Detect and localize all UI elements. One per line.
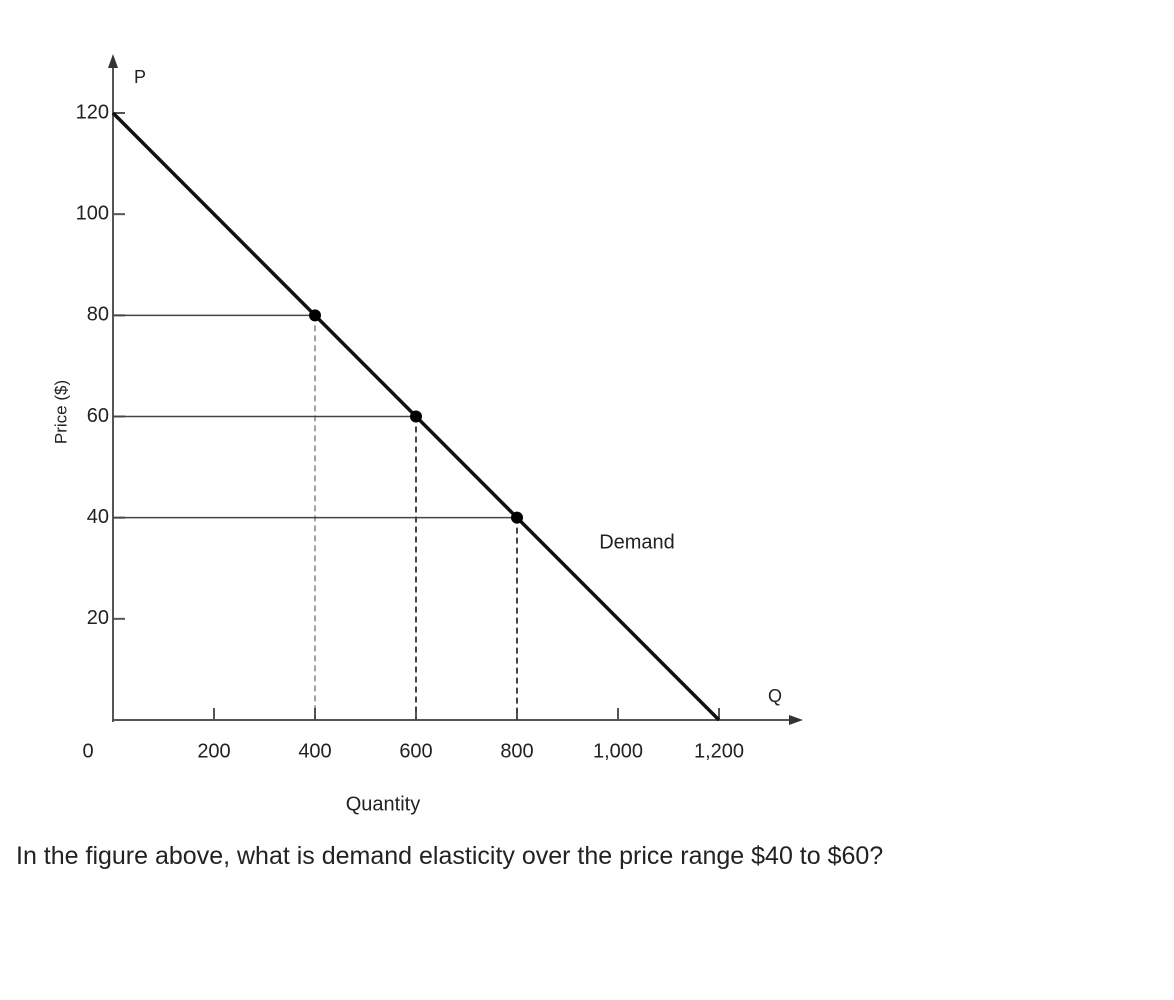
x-tick-label: 1,000 xyxy=(593,740,643,762)
x-tick-label: 600 xyxy=(399,740,432,762)
x-axis-label: Quantity xyxy=(346,793,420,815)
point xyxy=(309,309,321,322)
y-tick-label: 60 xyxy=(87,405,109,427)
y-tick-label: 40 xyxy=(87,506,109,528)
series-label: Demand xyxy=(599,531,675,553)
y-axis-label: Price ($) xyxy=(51,380,70,444)
x-tick-label: 800 xyxy=(500,740,533,762)
x-axis-symbol: Q xyxy=(768,686,782,706)
point xyxy=(511,511,523,524)
y-tick-label: 20 xyxy=(87,607,109,629)
x-tick-label: 1,200 xyxy=(694,740,744,762)
question: In the figure above, what is demand elas… xyxy=(16,842,884,870)
y-tick-label: 120 xyxy=(76,101,109,123)
y-tick-label: 100 xyxy=(76,202,109,224)
y-tick-label: 80 xyxy=(87,304,109,326)
chart: P Q Price ($) Quantity 20 40 60 80 100 120 0 20… xyxy=(51,54,803,815)
point xyxy=(410,410,422,423)
y-axis-arrow xyxy=(108,54,118,68)
x-tick-label: 400 xyxy=(298,740,331,762)
y-axis-symbol: P xyxy=(134,67,146,87)
x-axis-arrow xyxy=(789,715,803,725)
x-tick-label: 200 xyxy=(197,740,230,762)
x-tick-label: 0 xyxy=(82,740,93,762)
